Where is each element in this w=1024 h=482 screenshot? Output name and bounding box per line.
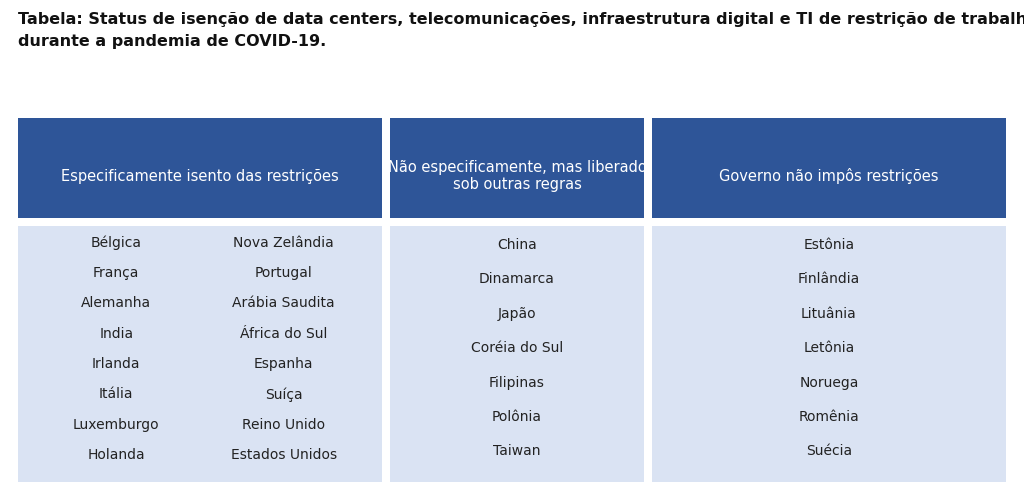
Text: Reino Unido: Reino Unido: [242, 418, 326, 432]
Text: Suécia: Suécia: [806, 444, 852, 458]
Text: Suíça: Suíça: [265, 387, 302, 402]
Text: Governo não impôs restrições: Governo não impôs restrições: [719, 168, 939, 184]
Text: Dinamarca: Dinamarca: [479, 272, 555, 286]
Text: India: India: [99, 327, 133, 341]
Bar: [652, 226, 1006, 482]
Text: Finlândia: Finlândia: [798, 272, 860, 286]
Text: Especificamente isento das restrições: Especificamente isento das restrições: [61, 169, 339, 184]
Text: Bélgica: Bélgica: [91, 235, 141, 250]
Text: Tabela: Status de isenção de data centers, telecomunicações, infraestrutura digi: Tabela: Status de isenção de data center…: [18, 12, 1024, 27]
Text: Polônia: Polônia: [492, 410, 542, 424]
Text: Nova Zelândia: Nova Zelândia: [233, 236, 334, 250]
Text: durante a pandemia de COVID-19.: durante a pandemia de COVID-19.: [18, 34, 327, 49]
Text: Espanha: Espanha: [254, 357, 313, 371]
Text: Portugal: Portugal: [255, 266, 312, 280]
Text: Noruega: Noruega: [800, 375, 859, 389]
Text: Taiwan: Taiwan: [494, 444, 541, 458]
Text: Filipinas: Filipinas: [489, 375, 545, 389]
Text: França: França: [93, 266, 139, 280]
Text: Irlanda: Irlanda: [92, 357, 140, 371]
Text: Alemanha: Alemanha: [81, 296, 152, 310]
Text: Romênia: Romênia: [799, 410, 859, 424]
Text: Itália: Itália: [99, 388, 133, 402]
Bar: [18, 226, 382, 482]
Text: Letônia: Letônia: [804, 341, 855, 355]
Text: Holanda: Holanda: [87, 448, 145, 462]
Text: Lituânia: Lituânia: [801, 307, 857, 321]
Bar: [18, 118, 382, 218]
Text: Coréia do Sul: Coréia do Sul: [471, 341, 563, 355]
Bar: [652, 118, 1006, 218]
Text: Não especificamente, mas liberado
sob outras regras: Não especificamente, mas liberado sob ou…: [388, 160, 646, 192]
Bar: [390, 118, 644, 218]
Text: África do Sul: África do Sul: [240, 327, 328, 341]
Text: Estados Unidos: Estados Unidos: [230, 448, 337, 462]
Text: Estônia: Estônia: [804, 238, 855, 252]
Text: Luxemburgo: Luxemburgo: [73, 418, 160, 432]
Text: Japão: Japão: [498, 307, 537, 321]
Text: China: China: [497, 238, 537, 252]
Text: Arábia Saudita: Arábia Saudita: [232, 296, 335, 310]
Bar: [390, 226, 644, 482]
